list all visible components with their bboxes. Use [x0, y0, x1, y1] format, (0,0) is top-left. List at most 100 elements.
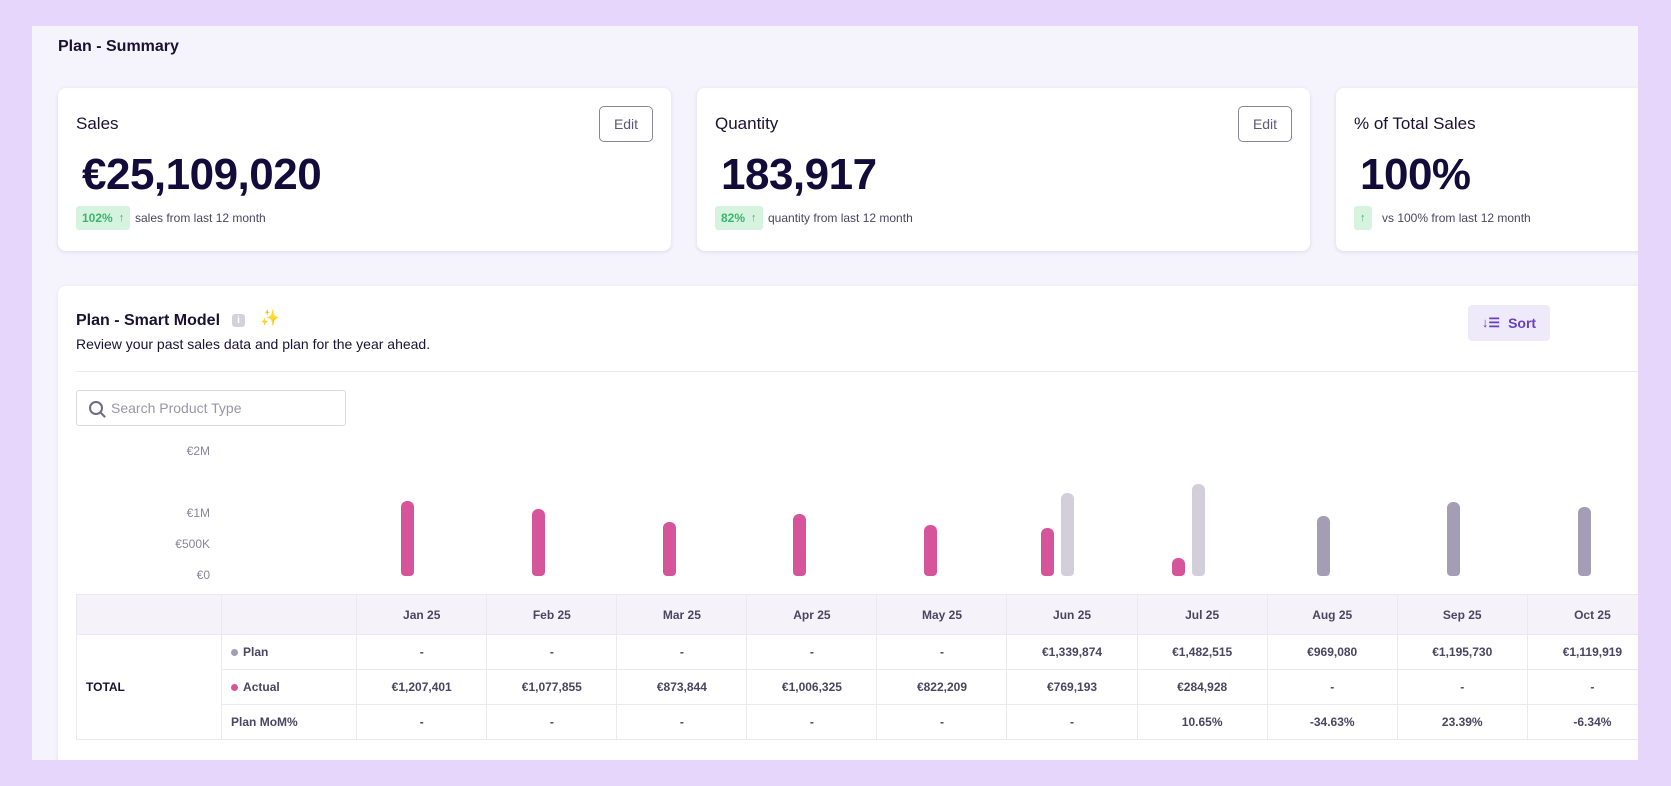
sort-label: Sort: [1508, 315, 1537, 331]
table-cell[interactable]: €822,209: [876, 669, 1008, 705]
sales-card-title: Sales: [76, 114, 119, 133]
table-cell[interactable]: -: [746, 634, 878, 670]
group-label: TOTAL: [75, 634, 223, 740]
bar-actual[interactable]: [793, 513, 807, 576]
row-label-text: Plan: [243, 645, 269, 659]
sales-value: €25,109,020: [82, 150, 322, 199]
share-change-badge: ↑: [1354, 206, 1372, 230]
table-row: Actual €1,207,401 €1,077,855 €873,844 €1,006…: [77, 669, 1638, 705]
row-label: Plan: [221, 634, 358, 670]
sales-chart: €2M €1M €500K €0: [58, 436, 1638, 596]
share-card: % of Total Sales 100% ↑ vs 100% from las…: [1336, 88, 1638, 251]
sales-change-value: 102%: [82, 211, 113, 225]
bar-plan[interactable]: [1316, 515, 1330, 576]
sort-button[interactable]: ↓☰ Sort: [1468, 305, 1550, 341]
table-cell[interactable]: €1,195,730: [1396, 634, 1528, 670]
row-label-text: Plan MoM%: [231, 715, 298, 729]
table-cell[interactable]: €1,006,325: [746, 669, 878, 705]
bar-actual[interactable]: [531, 509, 545, 576]
month-header: Aug 25: [1266, 594, 1398, 635]
table-cell[interactable]: -: [1396, 669, 1528, 705]
share-value: 100%: [1360, 150, 1471, 199]
table-cell[interactable]: -: [876, 634, 1008, 670]
table-cell[interactable]: -: [876, 704, 1008, 740]
table-cell[interactable]: -6.34%: [1526, 704, 1638, 740]
y-tick-label: €500K: [175, 537, 210, 551]
sales-edit-button[interactable]: Edit: [599, 106, 653, 142]
smart-model-panel: Plan - Smart Model i ✨ Review your past …: [58, 286, 1638, 760]
divider: [76, 371, 1638, 372]
y-tick-label: €0: [196, 568, 210, 582]
table-cell[interactable]: -: [746, 704, 878, 740]
legend-dot-icon: [231, 684, 239, 692]
table-cell[interactable]: 10.65%: [1136, 704, 1268, 740]
month-header: Sep 25: [1396, 594, 1528, 635]
month-header: May 25: [876, 594, 1008, 635]
table-cell[interactable]: €1,339,874: [1006, 634, 1138, 670]
legend-dot-icon: [231, 649, 239, 657]
row-label-text: Actual: [243, 680, 280, 694]
table-cell[interactable]: 23.39%: [1396, 704, 1528, 740]
month-header: Apr 25: [746, 594, 878, 635]
sales-change-badge: 102% ↑: [76, 206, 131, 230]
sales-change-note: sales from last 12 month: [135, 211, 266, 225]
panel-title: Plan - Smart Model: [76, 312, 221, 329]
table-cell[interactable]: €1,119,919: [1526, 634, 1638, 670]
bar-plan[interactable]: [1578, 506, 1592, 576]
table-row: Plan MoM% - - - - - -10.65% -34.63% 23.39% -6.34%: [77, 704, 1638, 740]
quantity-value: 183,917: [721, 150, 877, 199]
y-tick-label: €2M: [186, 444, 210, 458]
table-cell[interactable]: -: [616, 634, 748, 670]
table-cell[interactable]: €1,077,855: [486, 669, 618, 705]
bar-actual[interactable]: [924, 525, 938, 576]
table-cell[interactable]: -: [486, 704, 618, 740]
quantity-card-title: Quantity: [715, 114, 779, 133]
month-header: Jun 25: [1006, 594, 1138, 635]
bar-plan[interactable]: [1447, 501, 1461, 576]
sparkle-icon: ✨: [260, 310, 280, 327]
page-title: Plan - Summary: [58, 38, 179, 55]
y-tick-label: €1M: [186, 506, 210, 520]
table-cell[interactable]: €969,080: [1266, 634, 1398, 670]
table-cell[interactable]: -: [1006, 704, 1138, 740]
bar-actual[interactable]: [401, 501, 414, 576]
table-cell[interactable]: €769,193: [1006, 669, 1138, 705]
arrow-up-icon: ↑: [1360, 212, 1366, 224]
bar-plan[interactable]: [1061, 492, 1074, 576]
table-cell[interactable]: -: [616, 704, 748, 740]
table-cell[interactable]: -: [356, 634, 488, 670]
search-icon: [89, 401, 103, 415]
month-header: Feb 25: [486, 594, 618, 635]
bar-actual[interactable]: [1171, 558, 1185, 576]
table-cell[interactable]: -: [1266, 669, 1398, 705]
share-card-title: % of Total Sales: [1354, 114, 1476, 133]
app-canvas: Plan - Summary Sales Edit €25,109,020 10…: [32, 26, 1638, 760]
search-input[interactable]: [111, 400, 331, 416]
table-cell[interactable]: -34.63%: [1266, 704, 1398, 740]
row-label: Plan MoM%: [221, 704, 358, 740]
table-cell[interactable]: €1,207,401: [356, 669, 488, 705]
arrow-up-icon: ↑: [751, 212, 757, 224]
table-cell[interactable]: €873,844: [616, 669, 748, 705]
quantity-edit-button[interactable]: Edit: [1238, 106, 1292, 142]
table-cell[interactable]: €284,928: [1136, 669, 1268, 705]
quantity-change-value: 82%: [721, 211, 746, 225]
bar-actual[interactable]: [1041, 528, 1054, 576]
table-cell[interactable]: €1,482,515: [1136, 634, 1268, 670]
table-cell[interactable]: -: [356, 704, 488, 740]
bar-actual[interactable]: [662, 521, 676, 576]
table-cell[interactable]: -: [486, 634, 618, 670]
table-row: TOTAL Plan - - - - - €1,339,874 €1,482,515 €969,0…: [75, 634, 1638, 740]
quantity-card: Quantity Edit 183,917 82% ↑ quantity fro…: [697, 88, 1310, 251]
bar-plan[interactable]: [1191, 484, 1205, 576]
header-blank-label: [221, 594, 358, 635]
quantity-change-badge: 82% ↑: [715, 206, 763, 230]
arrow-up-icon: ↑: [118, 212, 125, 224]
plan-table: Jan 25 Feb 25 Mar 25 Apr 25 May 25 Jun 25 Jul …: [75, 594, 1638, 740]
quantity-change-note: quantity from last 12 month: [768, 211, 913, 225]
sort-icon: ↓☰: [1481, 315, 1501, 330]
info-icon[interactable]: i: [232, 314, 245, 327]
sales-card: Sales Edit €25,109,020 102% ↑ sales from…: [58, 88, 671, 251]
search-box[interactable]: [76, 390, 346, 426]
table-cell[interactable]: -: [1526, 669, 1638, 705]
